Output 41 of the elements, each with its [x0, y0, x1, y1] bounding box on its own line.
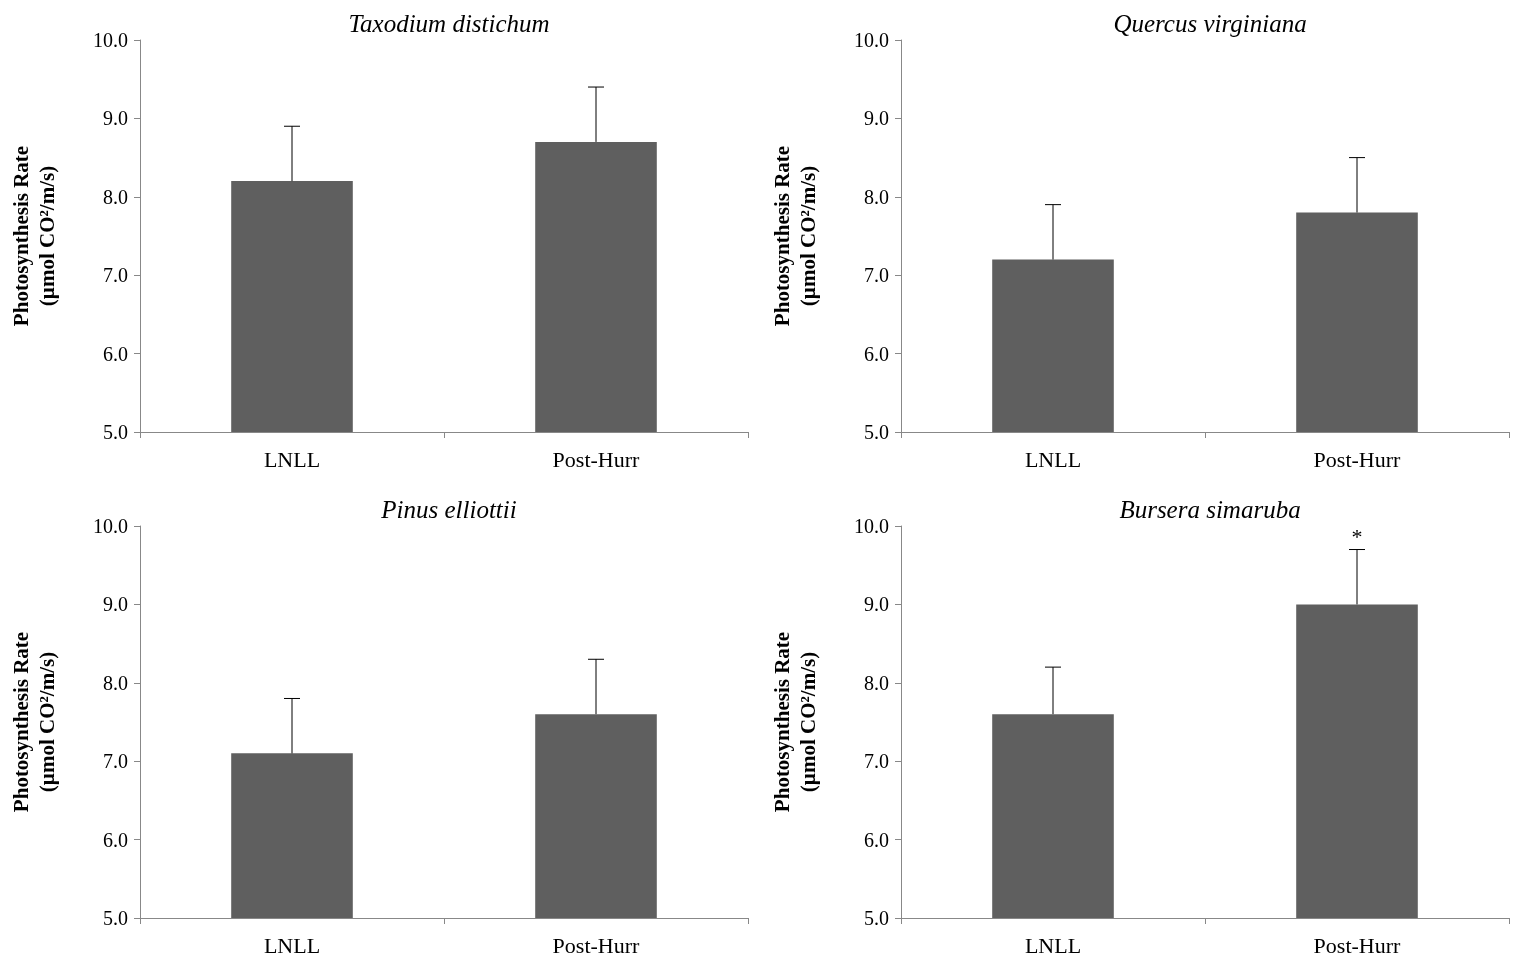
x-tick-label: Post-Hurr	[1313, 932, 1402, 958]
y-tick-label: 5.0	[103, 421, 128, 443]
chart-title: Quercus virginiana	[1113, 10, 1307, 37]
y-tick-label: 7.0	[103, 264, 128, 287]
y-tick-label: 6.0	[864, 342, 889, 365]
y-axis-title: Photosynthesis Rate (µmol CO²/m/s)	[770, 145, 820, 327]
x-tick-label: Post-Hurr	[1313, 446, 1402, 472]
x-tick-label: LNLL	[263, 446, 321, 472]
y-tick-label: 9.0	[864, 107, 889, 130]
y-tick-label: 9.0	[103, 107, 128, 130]
chart-title: Taxodium distichum	[348, 10, 550, 37]
y-tick-label: 6.0	[103, 828, 128, 851]
chart-title: Pinus elliottii	[380, 496, 517, 523]
y-axis-title: Photosynthesis Rate (µmol CO²/m/s)	[9, 145, 59, 327]
y-tick-label: 7.0	[864, 264, 889, 287]
y-tick-label: 8.0	[864, 185, 889, 208]
y-tick-label: 6.0	[103, 342, 128, 365]
x-tick-label: Post-Hurr	[552, 446, 641, 472]
x-tick-label: LNLL	[263, 932, 321, 958]
y-tick-label: 10.0	[854, 515, 889, 537]
y-axis-title: Photosynthesis Rate (µmol CO²/m/s)	[9, 631, 59, 813]
annotation: *	[1351, 524, 1363, 550]
y-tick-label: 8.0	[864, 671, 889, 694]
y-axis-title: Photosynthesis Rate (µmol CO²/m/s)	[770, 631, 820, 813]
y-tick-label: 9.0	[103, 593, 128, 616]
x-tick-label: LNLL	[1024, 446, 1082, 472]
y-tick-label: 10.0	[93, 29, 128, 51]
y-tick-label: 8.0	[103, 185, 128, 208]
x-tick-label: LNLL	[1024, 932, 1082, 958]
y-tick-label: 10.0	[93, 515, 128, 537]
y-tick-label: 5.0	[103, 907, 128, 929]
y-tick-label: 7.0	[864, 750, 889, 773]
y-tick-label: 5.0	[864, 421, 889, 443]
y-tick-label: 6.0	[864, 828, 889, 851]
y-tick-label: 7.0	[103, 750, 128, 773]
x-tick-label: Post-Hurr	[552, 932, 641, 958]
y-tick-label: 10.0	[854, 29, 889, 51]
chart-title: Bursera simaruba	[1119, 496, 1301, 523]
y-tick-label: 8.0	[103, 671, 128, 694]
y-tick-label: 9.0	[864, 593, 889, 616]
y-tick-label: 5.0	[864, 907, 889, 929]
